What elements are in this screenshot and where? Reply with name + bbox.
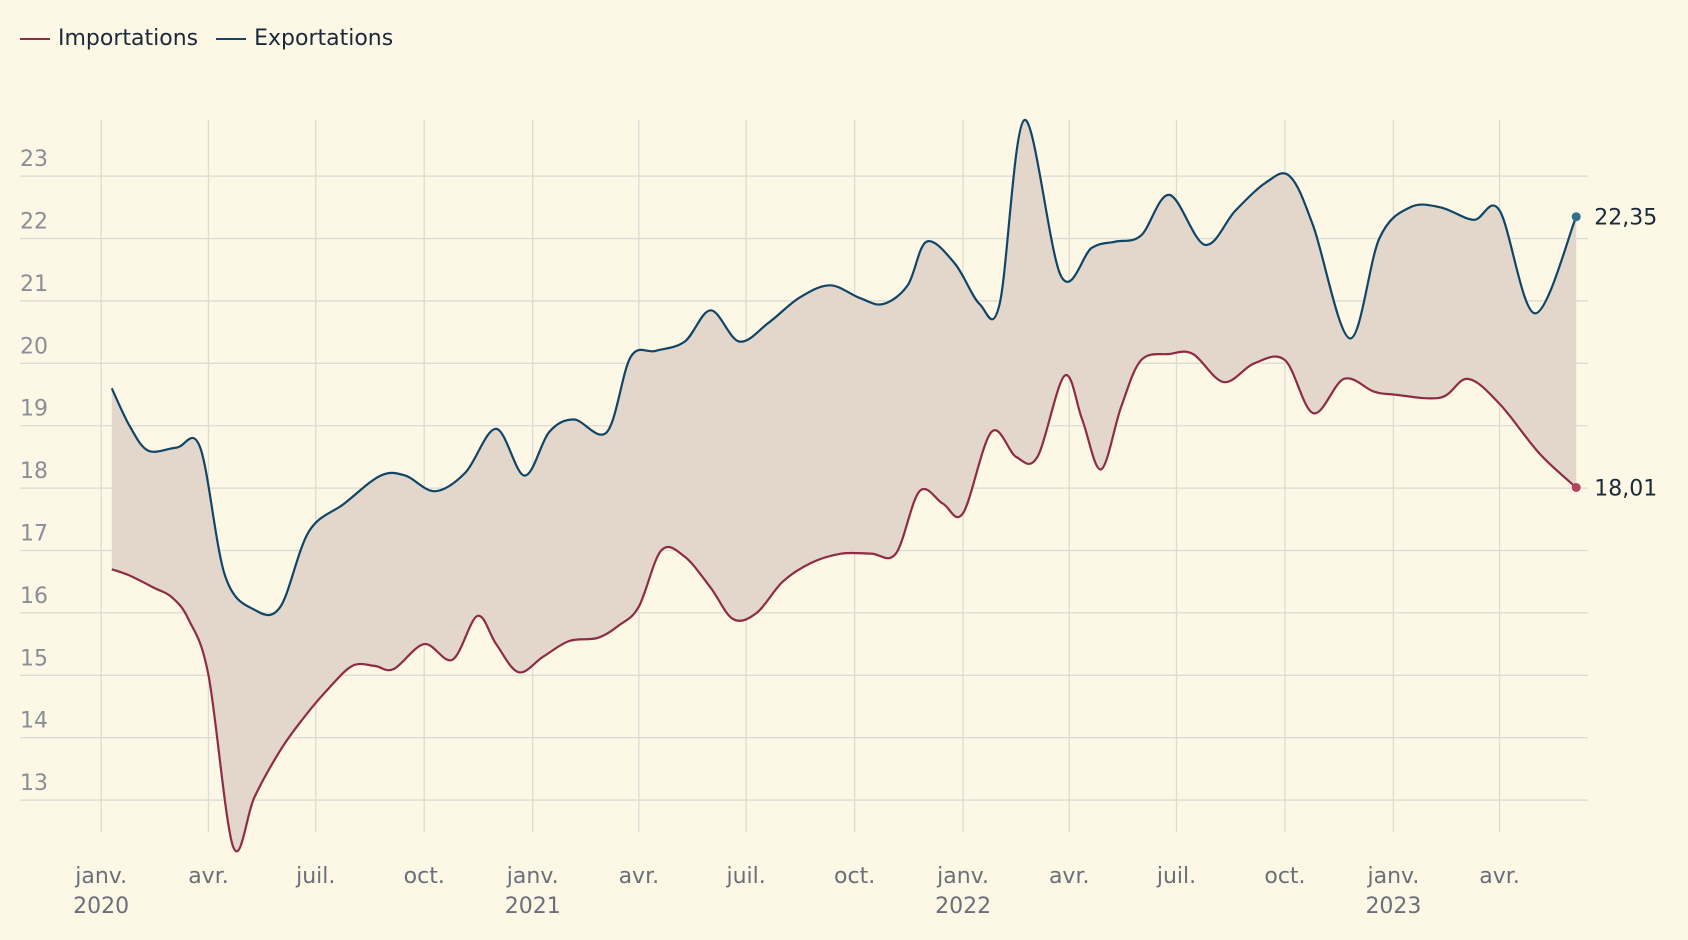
y-tick-label: 20: [20, 334, 48, 359]
legend-item-importations[interactable]: Importations: [20, 26, 198, 51]
x-tick-label: janv.: [1367, 864, 1420, 889]
legend-swatch-importations: [20, 37, 50, 40]
x-tick-label: juil.: [1156, 864, 1196, 889]
series-lines: [110, 118, 1578, 853]
y-tick-label: 23: [20, 147, 48, 172]
y-tick-label: 17: [20, 522, 48, 547]
y-tick-label: 18: [20, 459, 48, 484]
series-line-importations: [111, 350, 1577, 853]
y-tick-label: 19: [20, 397, 48, 422]
x-tick-label: juil.: [295, 864, 335, 889]
x-tick-label: janv.: [74, 864, 127, 889]
y-tick-label: 15: [20, 646, 48, 671]
x-tick-label: oct.: [1264, 864, 1305, 889]
legend-item-exportations[interactable]: Exportations: [216, 26, 393, 51]
x-tick-year-label: 2023: [1365, 894, 1421, 919]
x-axis-ticks: janv. 2020 avr. juil. oct. janv. 2021 avr. juil.…: [73, 864, 1520, 919]
x-tick-label: oct.: [834, 864, 875, 889]
x-tick-label: janv.: [506, 864, 559, 889]
y-axis-ticks: 13 14 15 16 17 18 19 20 21 22 23: [20, 147, 48, 796]
y-tick-label: 14: [20, 709, 48, 734]
legend-swatch-exportations: [216, 37, 247, 40]
y-tick-label: 13: [20, 771, 48, 796]
end-label-importations: 18,01: [1594, 476, 1657, 501]
x-tick-label: oct.: [404, 864, 445, 889]
y-tick-label: 21: [20, 272, 48, 297]
x-tick-label: avr.: [619, 864, 660, 889]
legend: Importations Exportations: [20, 26, 393, 51]
end-marker-importations: [1571, 482, 1581, 492]
end-label-exportations: 22,35: [1594, 206, 1657, 231]
legend-label-importations: Importations: [58, 26, 199, 51]
x-tick-year-label: 2022: [935, 894, 991, 919]
end-markers: 18,01 22,35: [1571, 206, 1657, 501]
end-marker-exportations: [1571, 212, 1581, 222]
x-tick-year-label: 2021: [505, 894, 561, 919]
x-tick-label: avr.: [188, 864, 229, 889]
series-line-exportations: [110, 118, 1578, 617]
imports-exports-band: [111, 119, 1577, 852]
x-tick-label: avr.: [1049, 864, 1090, 889]
legend-label-exportations: Exportations: [254, 26, 394, 51]
x-tick-label: avr.: [1479, 864, 1520, 889]
x-tick-label: juil.: [725, 864, 765, 889]
y-tick-label: 16: [20, 584, 48, 609]
x-tick-label: janv.: [936, 864, 989, 889]
y-tick-label: 22: [20, 210, 48, 235]
x-tick-year-label: 2020: [73, 894, 129, 919]
